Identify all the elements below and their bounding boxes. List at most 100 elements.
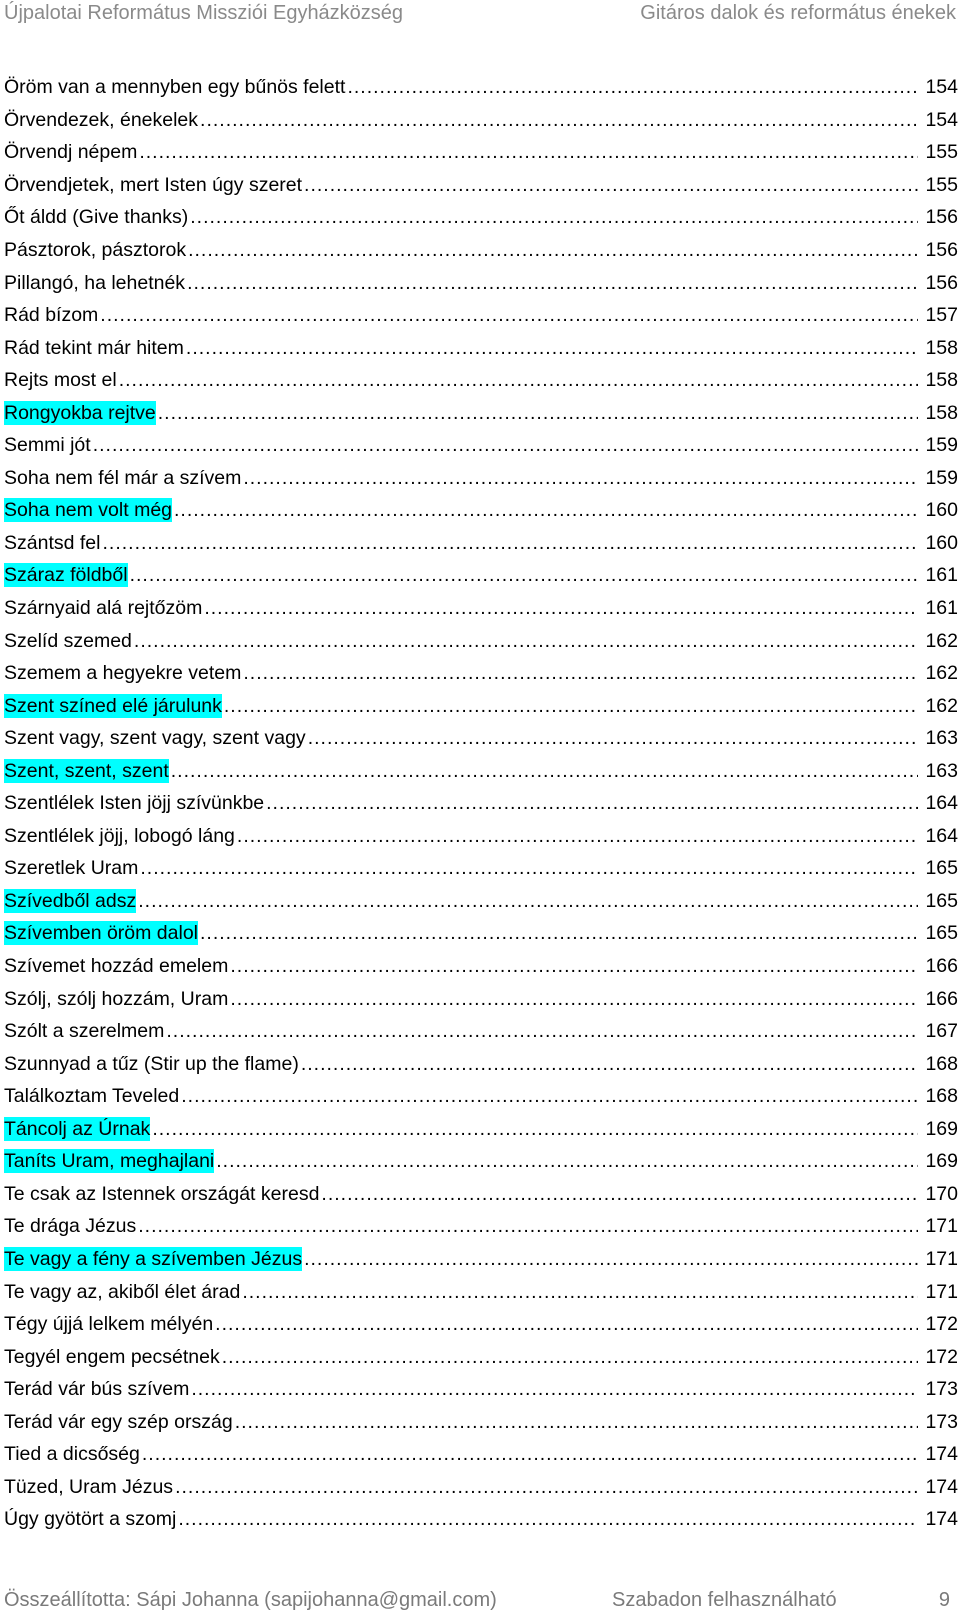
toc-entry[interactable]: Soha nem volt még 160 (4, 494, 958, 527)
toc-entry[interactable]: Szívemet hozzád emelem 166 (4, 950, 958, 983)
dot-leader (171, 759, 918, 783)
toc-entry-page: 174 (925, 1443, 958, 1466)
toc-entry[interactable]: Örvendezek, énekelek 154 (4, 104, 958, 137)
toc-entry[interactable]: Te vagy az, akiből élet árad 171 (4, 1275, 958, 1308)
toc-entry-page: 159 (925, 434, 958, 457)
dot-leader (230, 987, 918, 1011)
toc-entry-page: 165 (925, 922, 958, 945)
toc-entry-title: Szívemben öröm dalol (4, 921, 199, 946)
dot-leader (242, 1280, 918, 1304)
page-header: Újpalotai Református Missziói Egyházközs… (0, 0, 960, 40)
dot-leader (166, 1019, 918, 1043)
toc-entry-page: 162 (925, 694, 958, 717)
toc-entry[interactable]: Szentlélek Isten jöjj szívünkbe 164 (4, 787, 958, 820)
toc-entry[interactable]: Örvendj népem 155 (4, 136, 958, 169)
toc-entry[interactable]: Szent színed elé járulunk 162 (4, 689, 958, 722)
toc-entry[interactable]: Szívemben öröm dalol 165 (4, 917, 958, 950)
toc-entry-page: 154 (925, 108, 958, 131)
dot-leader (200, 921, 918, 945)
toc-entry[interactable]: Tüzed, Uram Jézus 174 (4, 1471, 958, 1504)
toc-entry[interactable]: Terád vár egy szép ország 173 (4, 1405, 958, 1438)
toc-entry[interactable]: Szentlélek jöjj, lobogó láng 164 (4, 820, 958, 853)
toc-entry[interactable]: Rongyokba rejtve 158 (4, 396, 958, 429)
toc-entry[interactable]: Száraz földből 161 (4, 559, 958, 592)
toc-entry[interactable]: Szent vagy, szent vagy, szent vagy 163 (4, 722, 958, 755)
toc-entry-title: Te vagy a fény a szívemben Jézus (4, 1246, 303, 1271)
toc-entry-page: 167 (925, 1020, 958, 1043)
toc-entry[interactable]: Szemem a hegyekre vetem 162 (4, 657, 958, 690)
dot-leader (301, 1052, 918, 1076)
dot-leader (321, 1182, 918, 1206)
toc-entry-title: Találkoztam Teveled (4, 1085, 180, 1108)
toc-entry-title: Örvendjetek, mert Isten úgy szeret (4, 173, 303, 196)
toc-entry-page: 174 (925, 1508, 958, 1531)
toc-entry[interactable]: Rád bízom 157 (4, 299, 958, 332)
toc-entry-title: Örvendj népem (4, 141, 138, 164)
dot-leader (100, 303, 918, 327)
dot-leader (187, 271, 918, 295)
toc-entry[interactable]: Szólj, szólj hozzám, Uram 166 (4, 982, 958, 1015)
toc-entry[interactable]: Te csak az Istennek országát keresd 170 (4, 1178, 958, 1211)
toc-entry[interactable]: Szárnyaid alá rejtőzöm 161 (4, 592, 958, 625)
dot-leader (138, 889, 918, 913)
toc-entry[interactable]: Szívedből adsz 165 (4, 885, 958, 918)
toc-entry-page: 154 (925, 76, 958, 99)
toc-entry-page: 161 (925, 564, 958, 587)
toc-entry[interactable]: Szólt a szerelmem 167 (4, 1015, 958, 1048)
dot-leader (142, 1442, 918, 1466)
toc-entry-title: Pillangó, ha lehetnék (4, 271, 186, 294)
toc-entry-title: Tégy újjá lelkem mélyén (4, 1313, 214, 1336)
toc-entry-title: Szántsd fel (4, 531, 101, 554)
toc-entry-title: Táncolj az Úrnak (4, 1116, 151, 1141)
toc-entry[interactable]: Szunnyad a tűz (Stir up the flame) 168 (4, 1047, 958, 1080)
toc-entry-title: Rád tekint már hitem (4, 336, 184, 359)
toc-entry[interactable]: Pillangó, ha lehetnék 156 (4, 266, 958, 299)
toc-entry-page: 162 (925, 662, 958, 685)
toc-entry-page: 168 (925, 1085, 958, 1108)
toc-entry-page: 171 (925, 1280, 958, 1303)
toc-entry[interactable]: Pásztorok, pásztorok 156 (4, 234, 958, 267)
toc-entry[interactable]: Terád vár bús szívem 173 (4, 1373, 958, 1406)
toc-entry-title: Tegyél engem pecsétnek (4, 1345, 220, 1368)
toc-entry[interactable]: Tied a dicsőség 174 (4, 1438, 958, 1471)
toc-entry[interactable]: Öröm van a mennyben egy bűnös felett 154 (4, 71, 958, 104)
toc-entry-page: 172 (925, 1313, 958, 1336)
dot-leader (347, 75, 918, 99)
toc-entry-title: Szárnyaid alá rejtőzöm (4, 597, 203, 620)
dot-leader (178, 1507, 918, 1531)
dot-leader (204, 596, 918, 620)
toc-entry[interactable]: Találkoztam Teveled 168 (4, 1080, 958, 1113)
toc-entry[interactable]: Tegyél engem pecsétnek 172 (4, 1340, 958, 1373)
toc-entry-title: Terád vár bús szívem (4, 1378, 190, 1401)
toc-entry-title: Terád vár egy szép ország (4, 1410, 233, 1433)
toc-entry[interactable]: Soha nem fél már a szívem 159 (4, 462, 958, 495)
toc-entry[interactable]: Rejts most el 158 (4, 364, 958, 397)
toc-entry-title: Te drága Jézus (4, 1215, 137, 1238)
toc-entry[interactable]: Szántsd fel 160 (4, 527, 958, 560)
dot-leader (190, 205, 918, 229)
toc-entry[interactable]: Őt áldd (Give thanks) 156 (4, 201, 958, 234)
toc-entry-title: Rejts most el (4, 369, 117, 392)
toc-entry[interactable]: Taníts Uram, meghajlani 169 (4, 1145, 958, 1178)
toc-entry[interactable]: Szeretlek Uram 165 (4, 852, 958, 885)
dot-leader (139, 140, 918, 164)
toc-entry[interactable]: Úgy gyötört a szomj 174 (4, 1503, 958, 1536)
toc-entry[interactable]: Rád tekint már hitem 158 (4, 331, 958, 364)
toc-entry[interactable]: Táncolj az Úrnak 169 (4, 1113, 958, 1146)
dot-leader (186, 336, 918, 360)
toc-entry[interactable]: Te drága Jézus 171 (4, 1210, 958, 1243)
toc-entry-page: 173 (925, 1410, 958, 1433)
toc-entry-title: Taníts Uram, meghajlani (4, 1149, 215, 1174)
toc-entry[interactable]: Örvendjetek, mert Isten úgy szeret 155 (4, 169, 958, 202)
toc-entry[interactable]: Szent, szent, szent 163 (4, 754, 958, 787)
dot-leader (93, 433, 918, 457)
toc-entry[interactable]: Szelíd szemed 162 (4, 624, 958, 657)
toc-entry-page: 166 (925, 955, 958, 978)
toc-entry-page: 168 (925, 1052, 958, 1075)
toc-entry-page: 160 (925, 499, 958, 522)
toc-entry[interactable]: Semmi jót 159 (4, 429, 958, 462)
toc-entry[interactable]: Te vagy a fény a szívemben Jézus 171 (4, 1243, 958, 1276)
dot-leader (237, 824, 918, 848)
dot-leader (308, 726, 918, 750)
toc-entry[interactable]: Tégy újjá lelkem mélyén 172 (4, 1308, 958, 1341)
